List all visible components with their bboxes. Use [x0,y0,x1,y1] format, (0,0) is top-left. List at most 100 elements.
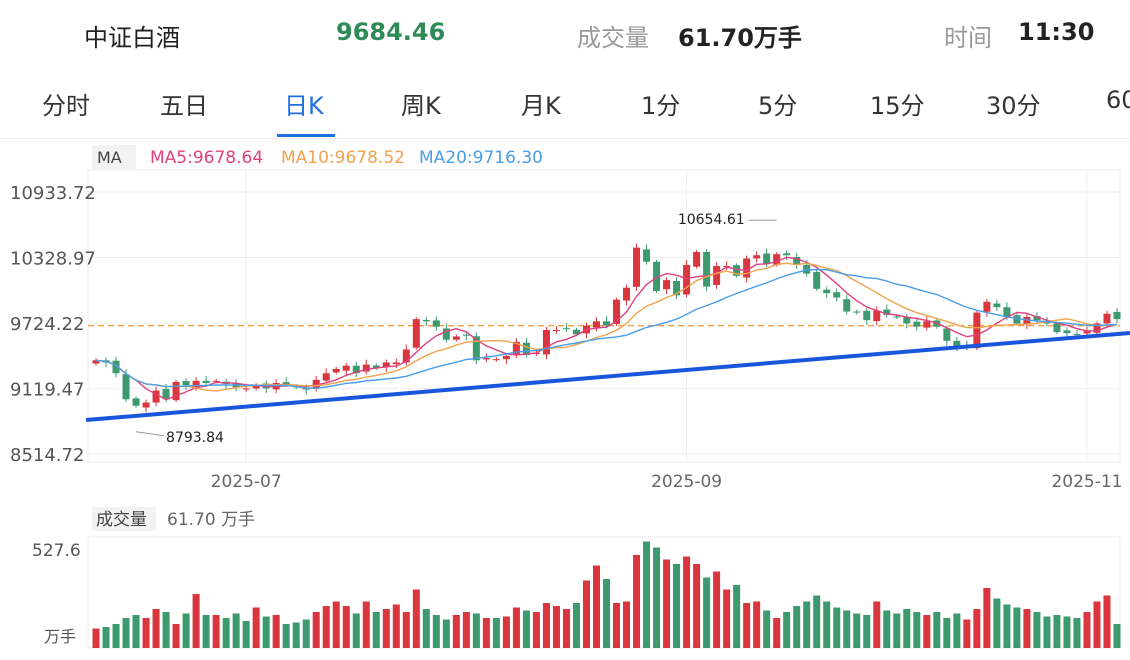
volume-bar [643,541,651,648]
volume-bar [322,606,330,648]
volume-bar [522,610,530,648]
y-tick-label: 9119.47 [10,380,84,401]
candle-body [1043,321,1051,324]
candle-body [763,253,771,264]
volume-bar [202,615,210,648]
volume-bar [963,619,971,648]
volume-bar [152,609,160,648]
candle-body [1033,316,1041,321]
volume-bar [232,613,240,648]
candle-body [663,280,671,290]
candle-body [1113,311,1121,320]
volume-bar [602,579,611,648]
volume-bar [923,615,931,648]
tab-weekly-k[interactable]: 周K [401,92,441,120]
volume-tag: 成交量 [96,510,147,530]
volume-bar [863,615,871,648]
tab-60min[interactable]: 60 [1106,86,1130,114]
volume-bar [422,609,430,648]
volume-bar [242,621,250,648]
candle-body [452,336,460,340]
candle-body [462,334,470,336]
volume-bar [372,612,380,648]
volume-panel-value: 61.70 万手 [167,510,255,530]
tab-daily-k[interactable]: 日K [284,92,324,120]
candle-body [1093,323,1101,333]
tab-intraday[interactable]: 分时 [42,92,90,120]
volume-bar [382,609,390,648]
volume-bar [783,612,791,648]
candle-body [893,316,901,318]
candle-body [542,329,550,355]
volume-bar [803,601,811,648]
volume-bar [843,610,851,648]
candle-body [212,380,220,382]
candle-body [352,365,360,374]
candle-body [202,380,210,384]
ma20-line [95,268,1118,390]
volume-bar [482,618,490,648]
tab-1min[interactable]: 1分 [641,92,681,120]
volume-bar [142,618,150,648]
volume-bar [472,613,480,648]
volume-bar [552,606,560,648]
volume-bar [653,547,661,648]
volume-bar [903,609,911,648]
volume-bar [703,577,711,648]
candle-body [112,360,120,374]
volume-bar [192,594,200,648]
candle-body [572,329,580,335]
volume-bar [162,612,170,648]
candle-body [382,362,390,367]
candle-body [913,321,921,327]
candle-body [633,247,641,287]
candle-body [1023,316,1031,325]
candle-body [773,254,781,265]
candle-body [903,316,911,324]
candle-body [973,312,981,349]
candle-body [883,309,891,315]
candle-body [993,303,1001,308]
volume-bar [122,618,130,648]
candle-body [783,253,791,256]
x-tick-label: 2025-11 [1051,472,1122,492]
candle-body [502,355,510,360]
candle-body [282,382,290,385]
candle-body [512,341,520,355]
candle-body [392,362,400,365]
tab-30min[interactable]: 30分 [986,92,1041,120]
tab-5min[interactable]: 5分 [758,92,798,120]
candle-body [693,251,701,267]
candle-body [923,321,931,328]
volume-bar [743,603,751,648]
volume-bar [92,628,100,648]
volume-bar [913,612,921,648]
volume-bar [893,613,901,648]
volume-bar [132,615,140,648]
volume-bar [412,589,420,648]
candle-body [92,360,100,364]
volume-bar [342,606,350,648]
volume-bar [1033,612,1041,648]
candle-body [733,265,741,276]
candle-body [873,310,881,322]
volume-bar [462,612,470,648]
candle-body [162,388,170,400]
candle-body [472,336,480,361]
volume-bar [633,555,641,648]
candle-body [1013,315,1021,324]
candle-body [132,398,140,406]
ma5-legend: MA5:9678.64 [150,148,263,168]
volume-bar [332,601,340,648]
volume-bar [613,603,621,648]
volume-bar [793,606,801,648]
ma10-legend: MA10:9678.52 [281,148,405,168]
tab-15min[interactable]: 15分 [870,92,925,120]
volume-bar [402,612,410,648]
volume-bar [823,601,831,648]
tab-five-day[interactable]: 五日 [160,92,208,120]
volume-bar [282,624,290,648]
tab-monthly-k[interactable]: 月K [521,92,561,120]
volume-bar [1023,609,1031,648]
volume-bar [693,564,701,648]
